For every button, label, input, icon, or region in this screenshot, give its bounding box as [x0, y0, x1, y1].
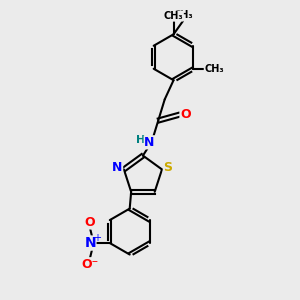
Text: N: N [144, 136, 154, 149]
Text: CH₃: CH₃ [174, 10, 194, 20]
Text: +: + [93, 233, 101, 243]
Text: CH₃: CH₃ [204, 64, 224, 74]
Text: S: S [164, 160, 172, 174]
Text: H: H [136, 135, 145, 145]
Text: CH₃: CH₃ [164, 11, 183, 21]
Text: N: N [112, 161, 123, 175]
Text: O⁻: O⁻ [81, 258, 99, 271]
Text: N: N [84, 236, 96, 250]
Text: O: O [180, 108, 190, 121]
Text: O: O [85, 216, 95, 229]
